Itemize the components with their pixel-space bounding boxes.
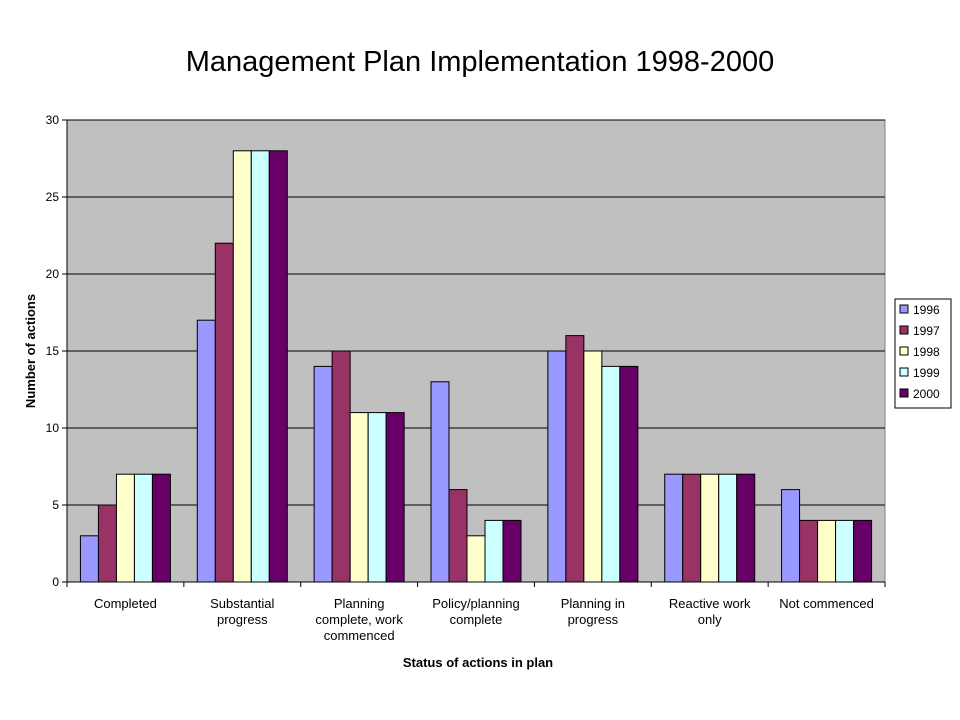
bar	[700, 473, 720, 583]
x-tick-label-line: progress	[217, 612, 268, 627]
bar	[484, 519, 504, 583]
legend-label: 1999	[913, 366, 940, 380]
legend-swatch	[899, 325, 909, 335]
x-tick-label-line: commenced	[324, 628, 395, 643]
x-tick-label-line: Reactive work	[669, 596, 751, 611]
x-tick-label-line: complete	[450, 612, 503, 627]
plot-area	[66, 119, 886, 583]
bar	[430, 381, 450, 583]
y-tick-label: 25	[46, 190, 60, 204]
bar	[133, 473, 153, 583]
x-tick-label-line: Not commenced	[779, 596, 874, 611]
bar	[448, 489, 468, 583]
bar	[331, 350, 351, 583]
x-tick-label-line: Planning in	[561, 596, 625, 611]
x-tick-label-line: only	[698, 612, 722, 627]
bar	[349, 412, 369, 583]
bar	[250, 150, 270, 583]
x-tick-label: Policy/planning complete	[432, 596, 519, 627]
legend: 1996 1997 1998 1999 2000	[894, 298, 952, 409]
bar	[97, 504, 117, 583]
bar	[583, 350, 603, 583]
x-tick-label-line: Substantial	[210, 596, 274, 611]
bar	[601, 365, 621, 583]
bar	[115, 473, 135, 583]
bar	[502, 519, 522, 583]
x-tick-label-line: Planning	[334, 596, 385, 611]
bar	[565, 335, 585, 583]
bar	[268, 150, 288, 583]
legend-label: 2000	[913, 387, 940, 401]
bar	[79, 535, 99, 583]
chart-title: Management Plan Implementation 1998-2000	[185, 46, 775, 78]
x-tick-label-line: complete, work	[315, 612, 403, 627]
bar	[151, 473, 171, 583]
bar	[799, 519, 819, 583]
legend-label: 1998	[913, 345, 940, 359]
bar	[466, 535, 486, 583]
x-tick-label-line: progress	[568, 612, 619, 627]
legend-swatch	[899, 304, 909, 314]
x-axis-title: Status of actions in plan	[403, 655, 553, 670]
legend-swatch	[899, 346, 909, 356]
x-tick-label: Planning in progress	[561, 596, 625, 627]
x-tick-label-line: Completed	[94, 596, 157, 611]
x-tick-label: Substantial progress	[210, 596, 274, 627]
legend-label: 1996	[913, 303, 940, 317]
bar	[196, 319, 216, 583]
bar	[781, 489, 801, 583]
y-tick-label: 30	[46, 113, 60, 127]
y-tick-label: 10	[46, 421, 60, 435]
bar	[367, 412, 387, 583]
bars	[79, 150, 873, 583]
bar	[664, 473, 684, 583]
bar	[817, 519, 837, 583]
bar	[619, 365, 639, 583]
y-tick-label: 20	[46, 267, 60, 281]
x-tick-label: Not commenced	[779, 596, 874, 611]
bar	[853, 519, 873, 583]
x-tick-label-line: Policy/planning	[432, 596, 519, 611]
bar	[718, 473, 738, 583]
bar	[547, 350, 567, 583]
legend-swatch	[899, 388, 909, 398]
legend-swatch	[899, 367, 909, 377]
bar	[385, 412, 405, 583]
y-tick-label: 15	[46, 344, 60, 358]
y-tick-label: 0	[52, 575, 59, 589]
bar	[736, 473, 756, 583]
bar	[214, 242, 234, 583]
bar	[232, 150, 252, 583]
y-tick-label: 5	[52, 498, 59, 512]
legend-label: 1997	[913, 324, 940, 338]
bar	[835, 519, 855, 583]
bar	[313, 365, 333, 583]
x-tick-label: Completed	[94, 596, 157, 611]
x-tick-label: Planning complete, work commenced	[315, 596, 403, 643]
y-axis-title: Number of actions	[23, 294, 38, 408]
bar	[682, 473, 702, 583]
x-tick-label: Reactive work only	[669, 596, 751, 627]
